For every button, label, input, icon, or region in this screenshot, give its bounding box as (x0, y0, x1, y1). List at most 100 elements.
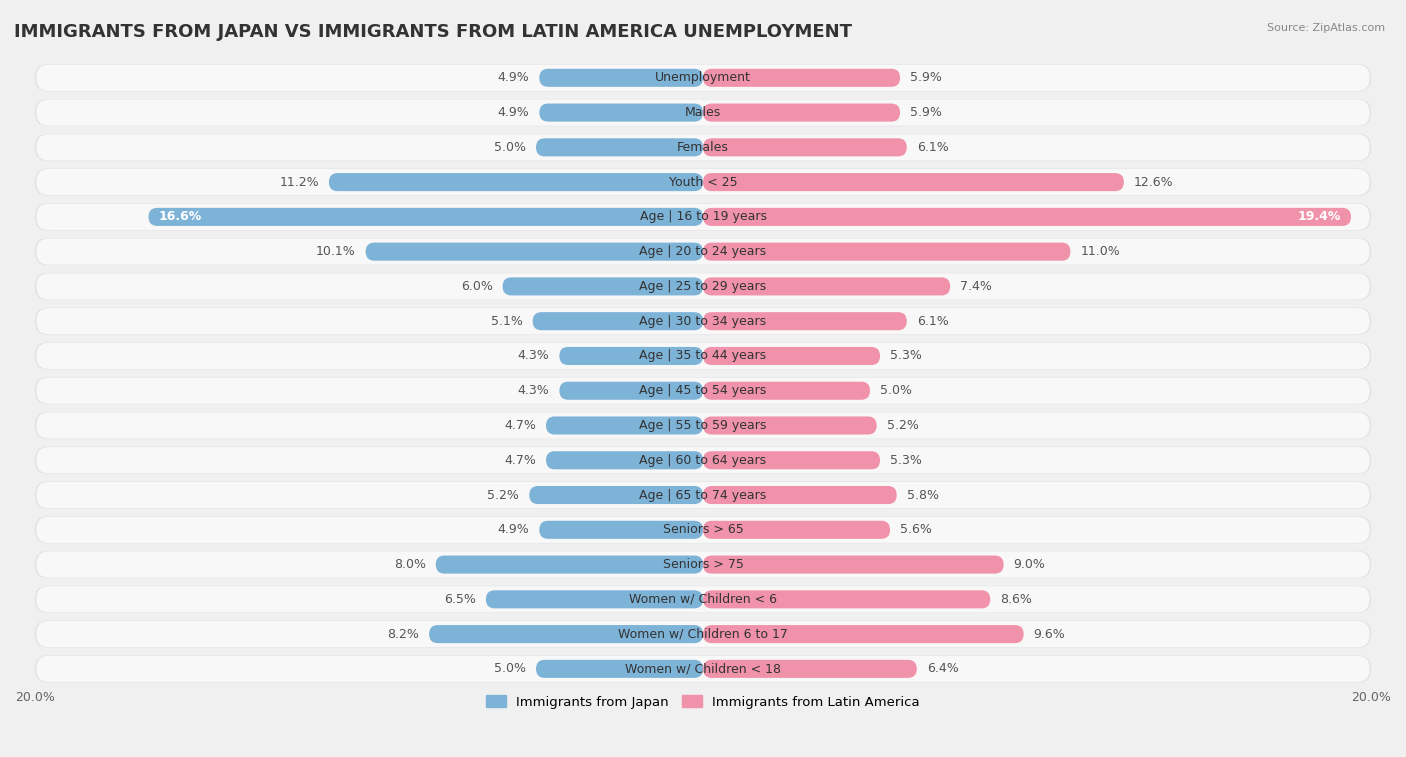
FancyBboxPatch shape (502, 277, 703, 295)
Text: 10.1%: 10.1% (316, 245, 356, 258)
FancyBboxPatch shape (703, 521, 890, 539)
FancyBboxPatch shape (546, 451, 703, 469)
FancyBboxPatch shape (35, 99, 1371, 126)
FancyBboxPatch shape (560, 347, 703, 365)
FancyBboxPatch shape (37, 273, 1369, 300)
FancyBboxPatch shape (703, 173, 1123, 192)
FancyBboxPatch shape (37, 99, 1369, 126)
FancyBboxPatch shape (703, 625, 1024, 643)
Text: Age | 45 to 54 years: Age | 45 to 54 years (640, 385, 766, 397)
Text: Age | 25 to 29 years: Age | 25 to 29 years (640, 280, 766, 293)
Text: 19.4%: 19.4% (1298, 210, 1341, 223)
Text: 12.6%: 12.6% (1133, 176, 1174, 188)
FancyBboxPatch shape (703, 277, 950, 295)
FancyBboxPatch shape (37, 343, 1369, 369)
Text: 5.9%: 5.9% (910, 106, 942, 119)
Text: 4.3%: 4.3% (517, 385, 550, 397)
Text: 6.1%: 6.1% (917, 315, 949, 328)
Text: IMMIGRANTS FROM JAPAN VS IMMIGRANTS FROM LATIN AMERICA UNEMPLOYMENT: IMMIGRANTS FROM JAPAN VS IMMIGRANTS FROM… (14, 23, 852, 41)
FancyBboxPatch shape (35, 169, 1371, 195)
Text: Age | 35 to 44 years: Age | 35 to 44 years (640, 350, 766, 363)
FancyBboxPatch shape (37, 64, 1369, 91)
FancyBboxPatch shape (703, 486, 897, 504)
Text: 5.8%: 5.8% (907, 488, 939, 502)
Text: Unemployment: Unemployment (655, 71, 751, 84)
FancyBboxPatch shape (329, 173, 703, 192)
Text: 8.6%: 8.6% (1000, 593, 1032, 606)
Text: Women w/ Children < 6: Women w/ Children < 6 (628, 593, 778, 606)
FancyBboxPatch shape (703, 139, 907, 157)
Text: Age | 55 to 59 years: Age | 55 to 59 years (640, 419, 766, 432)
FancyBboxPatch shape (37, 413, 1369, 438)
Text: 11.2%: 11.2% (280, 176, 319, 188)
Text: Females: Females (678, 141, 728, 154)
Text: 11.0%: 11.0% (1080, 245, 1121, 258)
FancyBboxPatch shape (37, 134, 1369, 160)
Text: 5.0%: 5.0% (494, 141, 526, 154)
FancyBboxPatch shape (533, 312, 703, 330)
FancyBboxPatch shape (536, 660, 703, 678)
FancyBboxPatch shape (529, 486, 703, 504)
Legend: Immigrants from Japan, Immigrants from Latin America: Immigrants from Japan, Immigrants from L… (481, 690, 925, 714)
FancyBboxPatch shape (35, 342, 1371, 369)
Text: Age | 30 to 34 years: Age | 30 to 34 years (640, 315, 766, 328)
FancyBboxPatch shape (35, 481, 1371, 509)
Text: 4.3%: 4.3% (517, 350, 550, 363)
FancyBboxPatch shape (37, 378, 1369, 404)
Text: 5.2%: 5.2% (488, 488, 519, 502)
FancyBboxPatch shape (35, 516, 1371, 544)
FancyBboxPatch shape (560, 382, 703, 400)
FancyBboxPatch shape (703, 312, 907, 330)
FancyBboxPatch shape (703, 660, 917, 678)
FancyBboxPatch shape (703, 208, 1351, 226)
Text: Youth < 25: Youth < 25 (669, 176, 737, 188)
FancyBboxPatch shape (540, 521, 703, 539)
Text: 8.2%: 8.2% (387, 628, 419, 640)
FancyBboxPatch shape (536, 139, 703, 157)
FancyBboxPatch shape (35, 377, 1371, 404)
FancyBboxPatch shape (546, 416, 703, 435)
FancyBboxPatch shape (37, 621, 1369, 647)
Text: 9.6%: 9.6% (1033, 628, 1066, 640)
FancyBboxPatch shape (37, 169, 1369, 195)
Text: 8.0%: 8.0% (394, 558, 426, 571)
FancyBboxPatch shape (436, 556, 703, 574)
FancyBboxPatch shape (37, 551, 1369, 578)
FancyBboxPatch shape (35, 307, 1371, 335)
FancyBboxPatch shape (35, 551, 1371, 578)
Text: 4.9%: 4.9% (498, 106, 529, 119)
FancyBboxPatch shape (703, 451, 880, 469)
FancyBboxPatch shape (35, 586, 1371, 613)
FancyBboxPatch shape (703, 556, 1004, 574)
FancyBboxPatch shape (703, 416, 877, 435)
Text: 5.0%: 5.0% (494, 662, 526, 675)
FancyBboxPatch shape (35, 134, 1371, 161)
FancyBboxPatch shape (35, 64, 1371, 92)
Text: 4.9%: 4.9% (498, 523, 529, 536)
FancyBboxPatch shape (35, 621, 1371, 648)
FancyBboxPatch shape (703, 590, 990, 609)
FancyBboxPatch shape (35, 447, 1371, 474)
FancyBboxPatch shape (37, 656, 1369, 682)
Text: 5.3%: 5.3% (890, 453, 922, 467)
Text: 5.0%: 5.0% (880, 385, 912, 397)
FancyBboxPatch shape (540, 104, 703, 122)
Text: Seniors > 65: Seniors > 65 (662, 523, 744, 536)
Text: Women w/ Children 6 to 17: Women w/ Children 6 to 17 (619, 628, 787, 640)
Text: Age | 20 to 24 years: Age | 20 to 24 years (640, 245, 766, 258)
FancyBboxPatch shape (35, 656, 1371, 682)
Text: 4.7%: 4.7% (505, 453, 536, 467)
Text: Seniors > 75: Seniors > 75 (662, 558, 744, 571)
Text: 5.3%: 5.3% (890, 350, 922, 363)
Text: 6.0%: 6.0% (461, 280, 492, 293)
Text: 7.4%: 7.4% (960, 280, 993, 293)
FancyBboxPatch shape (35, 204, 1371, 230)
Text: 6.4%: 6.4% (927, 662, 959, 675)
Text: 9.0%: 9.0% (1014, 558, 1046, 571)
FancyBboxPatch shape (35, 273, 1371, 300)
FancyBboxPatch shape (37, 517, 1369, 543)
Text: 4.7%: 4.7% (505, 419, 536, 432)
FancyBboxPatch shape (37, 586, 1369, 612)
Text: Males: Males (685, 106, 721, 119)
Text: Age | 65 to 74 years: Age | 65 to 74 years (640, 488, 766, 502)
